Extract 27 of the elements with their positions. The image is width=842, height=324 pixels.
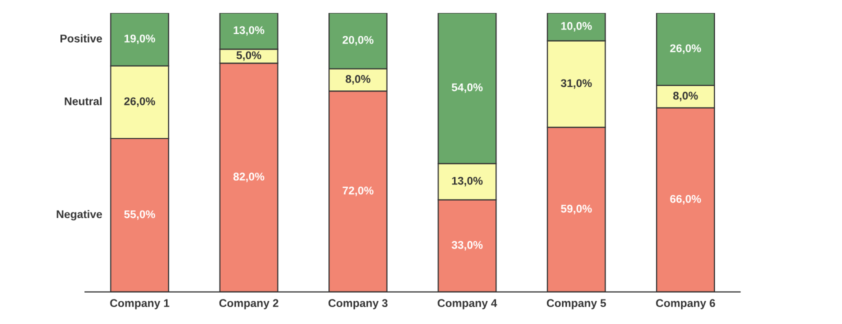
data-label: 31,0% [560,79,592,89]
data-label: 8,0% [346,75,370,85]
data-label: 19,0% [124,34,156,44]
data-label: 82,0% [233,172,264,182]
data-label: 20,0% [342,36,374,46]
x-tick-label: Company 4 [438,299,498,310]
data-label: 33,0% [452,241,483,250]
data-label: 72,0% [342,186,374,196]
data-label: 59,0% [560,204,592,214]
data-label: 26,0% [670,44,701,54]
x-tick-label: Company 3 [328,299,388,310]
data-label: 13,0% [452,176,483,186]
data-label: 5,0% [236,51,262,61]
series-label: Negative [56,210,102,220]
data-label: 8,0% [673,92,698,102]
x-tick-label: Company 1 [110,299,170,310]
series-label: Positive [60,34,102,42]
data-label: 10,0% [561,22,592,32]
data-label: 26,0% [124,97,156,107]
x-tick-label: Company 6 [656,299,716,310]
x-tick-label: Company 5 [546,299,606,310]
data-label: 66,0% [670,194,701,204]
data-label: 55,0% [124,210,156,220]
x-tick-label: Company 2 [219,299,278,310]
data-label: 54,0% [452,83,483,93]
series-label: Neutral [64,97,102,106]
data-label: 13,0% [234,26,264,36]
